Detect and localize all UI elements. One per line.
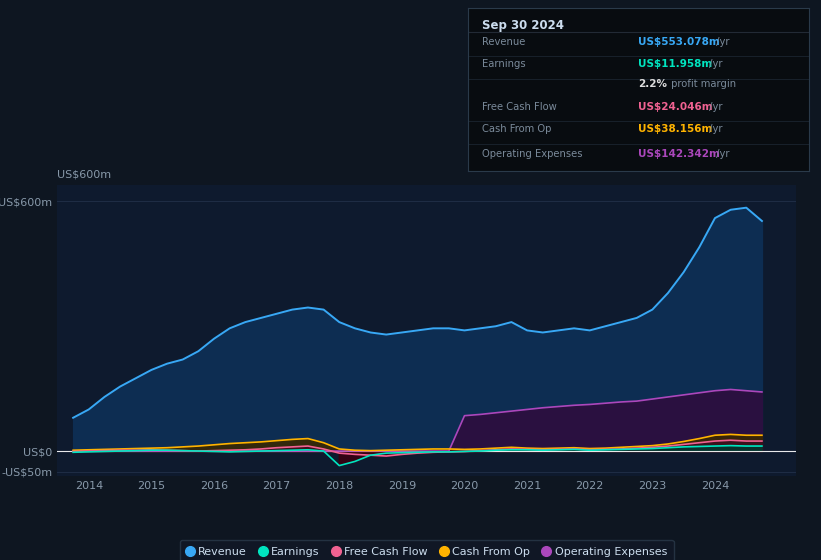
- Text: Revenue: Revenue: [482, 37, 525, 46]
- Text: /yr: /yr: [706, 124, 723, 134]
- Text: 2.2%: 2.2%: [639, 79, 667, 89]
- Text: Cash From Op: Cash From Op: [482, 124, 551, 134]
- Text: Earnings: Earnings: [482, 59, 525, 69]
- Text: /yr: /yr: [713, 37, 729, 46]
- Text: profit margin: profit margin: [667, 79, 736, 89]
- Text: Operating Expenses: Operating Expenses: [482, 149, 582, 158]
- Text: US$142.342m: US$142.342m: [639, 149, 720, 158]
- Text: US$600m: US$600m: [57, 169, 112, 179]
- Text: US$38.156m: US$38.156m: [639, 124, 713, 134]
- Text: Free Cash Flow: Free Cash Flow: [482, 102, 557, 111]
- Text: US$553.078m: US$553.078m: [639, 37, 720, 46]
- Legend: Revenue, Earnings, Free Cash Flow, Cash From Op, Operating Expenses: Revenue, Earnings, Free Cash Flow, Cash …: [181, 539, 673, 560]
- Text: /yr: /yr: [713, 149, 729, 158]
- Text: Sep 30 2024: Sep 30 2024: [482, 19, 563, 32]
- Text: /yr: /yr: [706, 102, 723, 111]
- Text: US$24.046m: US$24.046m: [639, 102, 713, 111]
- Text: /yr: /yr: [706, 59, 723, 69]
- Text: US$11.958m: US$11.958m: [639, 59, 713, 69]
